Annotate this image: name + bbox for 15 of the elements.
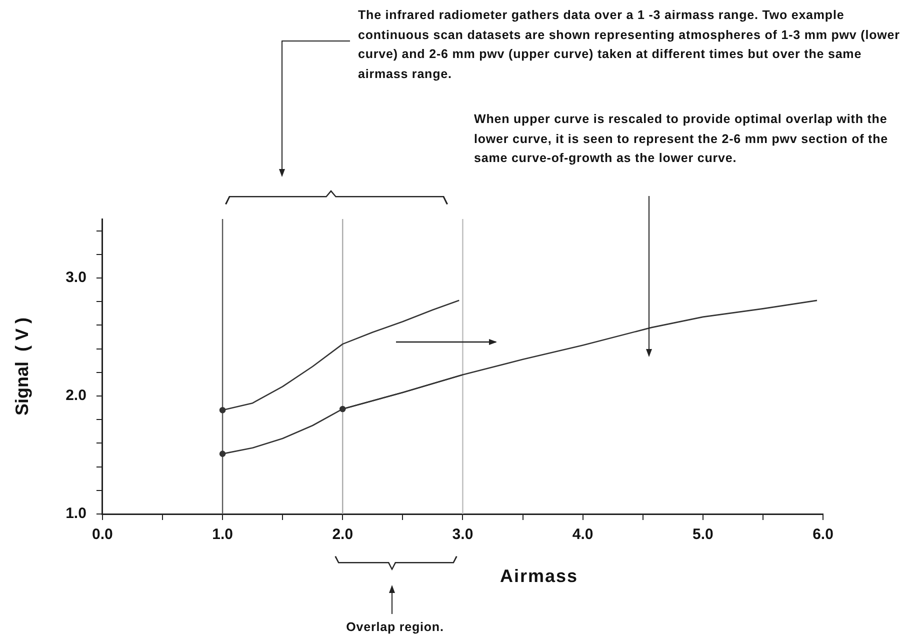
y-tick-label: 3.0 [66, 269, 86, 286]
y-tick-label: 1.0 [66, 505, 86, 522]
y-axis-title: Signal ( V ) [12, 317, 32, 416]
x-tick-label: 2.0 [332, 526, 354, 544]
x-tick-label: 3.0 [452, 526, 474, 544]
x-tick-label: 6.0 [812, 526, 834, 544]
text: When upper curve is rescaled to provide optimal overlap with the lower curve, it is seen to represent the 2-6 mm pwv section of the same curve-of-growth as the lower curve. [474, 111, 890, 167]
x-tick-label: 0.0 [92, 526, 113, 544]
y-tick-label: 2.0 [66, 387, 86, 404]
text: The infrared radiometer gathers data over a 1 -3 airmass range. Two example continuous scan datasets are shown representing atmospheres of 1-3 mm pwv (lower curve) and 2-6 mm pwv (upper curve) taken at different times but over the same airmass range. [358, 7, 901, 83]
x-tick-label: 4.0 [572, 526, 594, 544]
text: Overlap region. [345, 619, 445, 636]
x-tick-label: 5.0 [692, 526, 714, 544]
x-tick-label: 1.0 [212, 526, 233, 544]
x-axis-title: Airmass [500, 566, 578, 587]
